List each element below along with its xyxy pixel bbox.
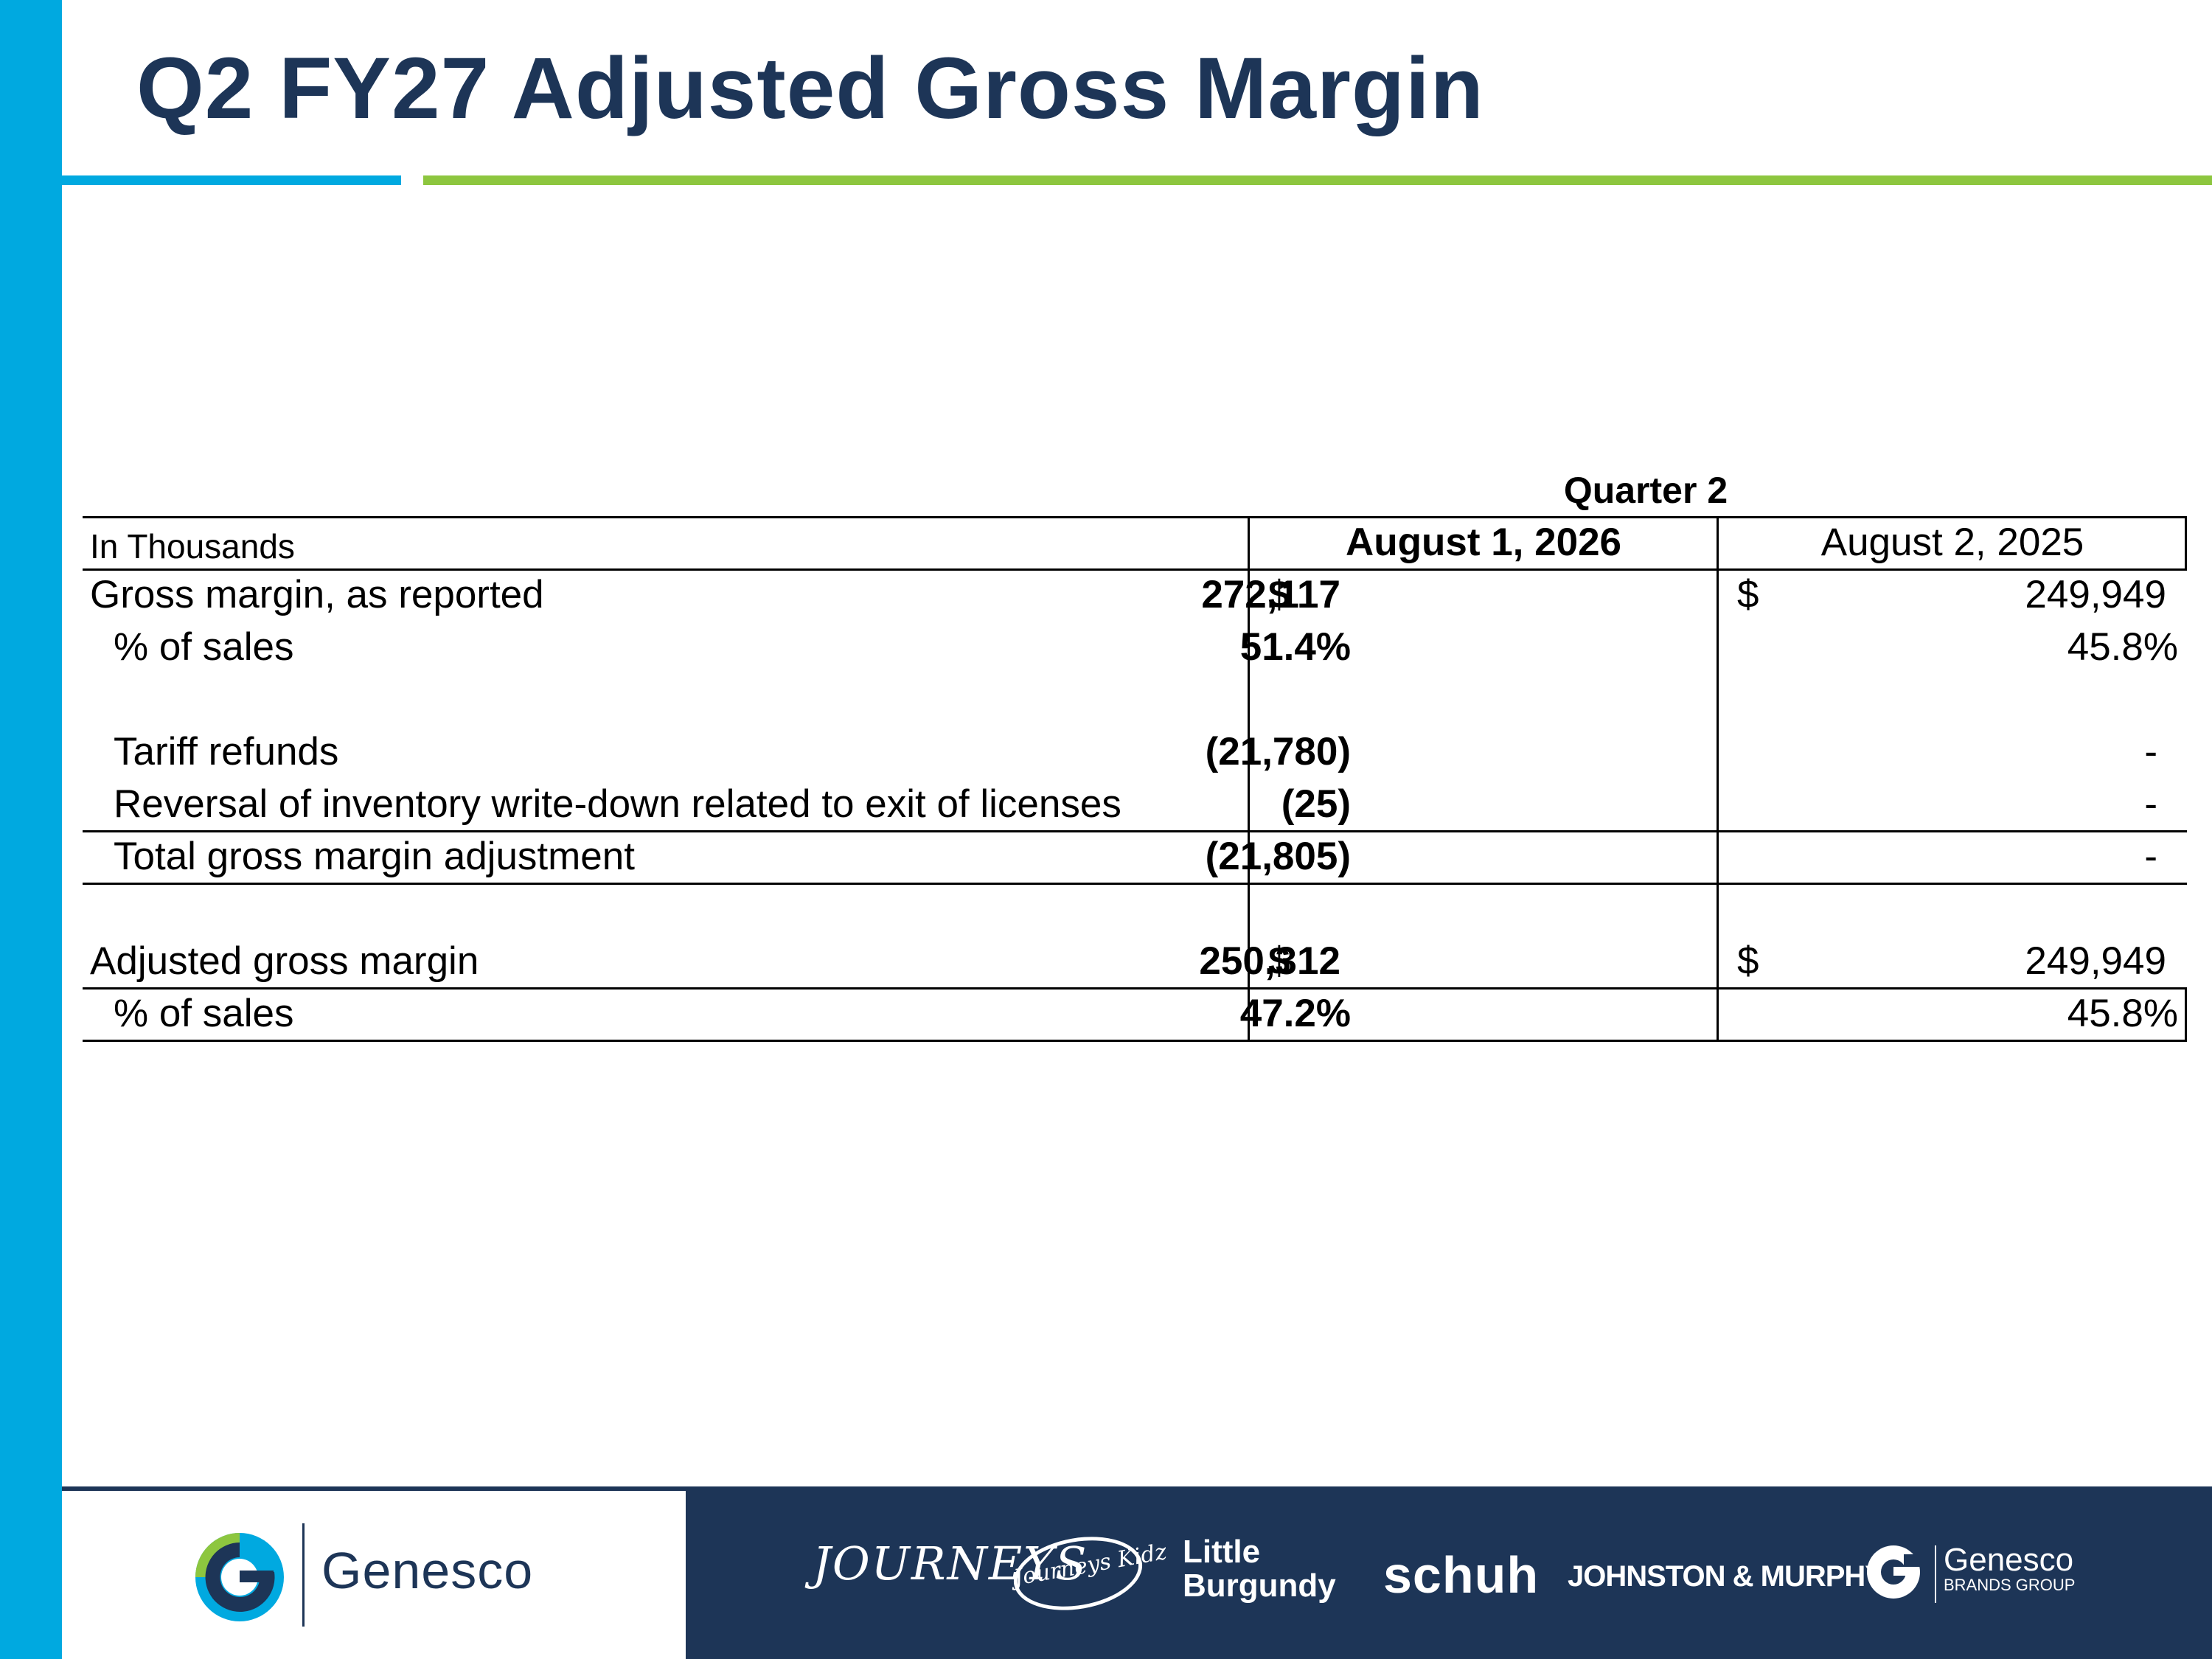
value-current: (25) — [1281, 782, 1351, 826]
currency-symbol: $ — [1268, 573, 1290, 616]
table-rule — [83, 516, 2187, 518]
left-accent-bar — [0, 0, 62, 1659]
column-divider — [2185, 987, 2187, 1042]
table-row: % of sales 51.4% 45.8% — [83, 621, 2187, 673]
title-rule-blue — [62, 175, 401, 185]
brand-journeys-kidz-logo: Journeys Kidz — [1008, 1527, 1169, 1620]
table-rule — [83, 568, 2187, 571]
row-label: Tariff refunds — [114, 730, 339, 773]
brand-genesco-brands-group-logo: Genesco BRANDS GROUP — [1944, 1542, 2076, 1596]
company-name: Genesco — [321, 1542, 534, 1599]
table-row: Total gross margin adjustment (21,805) - — [83, 830, 2187, 883]
gbg-divider — [1935, 1545, 1936, 1603]
value-current: 47.2% — [1239, 992, 1351, 1035]
row-label: Gross margin, as reported — [90, 573, 544, 616]
little-burgundy-line1: Little — [1183, 1534, 1261, 1570]
table-row: Reversal of inventory write-down related… — [83, 778, 2187, 830]
genesco-g-logo-icon — [195, 1533, 284, 1621]
table-rule — [83, 987, 2187, 990]
table-row: Gross margin, as reported $ 272,117 $ 24… — [83, 568, 2187, 621]
page-title: Q2 FY27 Adjusted Gross Margin — [136, 40, 1484, 137]
value-prior: - — [2144, 782, 2157, 826]
column-header-current: August 1, 2026 — [1345, 521, 1622, 564]
spacer-row — [83, 673, 2187, 726]
gbg-name: Genesco — [1944, 1542, 2074, 1578]
currency-symbol: $ — [1268, 939, 1290, 983]
row-label: Adjusted gross margin — [90, 939, 479, 983]
value-prior: 45.8% — [2067, 992, 2178, 1035]
brands-panel — [686, 1486, 2212, 1659]
value-prior: - — [2144, 730, 2157, 773]
table-body: In Thousands August 1, 2026 August 2, 20… — [83, 516, 2187, 1042]
value-prior: 45.8% — [2067, 625, 2178, 669]
spacer-row — [83, 883, 2187, 935]
value-current: (21,805) — [1205, 835, 1351, 878]
table-rule — [83, 830, 2187, 832]
value-current: 51.4% — [1239, 625, 1351, 669]
column-divider — [1717, 516, 1719, 1042]
quarter-header: Quarter 2 — [1563, 470, 1728, 511]
row-label: Reversal of inventory write-down related… — [114, 782, 1121, 826]
value-current: 272,117 — [1201, 573, 1340, 616]
table-rule — [83, 1040, 2187, 1042]
little-burgundy-line2: Burgundy — [1183, 1568, 1336, 1604]
table-row: % of sales 47.2% 45.8% — [83, 987, 2187, 1040]
brand-little-burgundy-logo: Little Burgundy — [1183, 1535, 1336, 1603]
table-row: Adjusted gross margin $ 250,312 $ 249,94… — [83, 935, 2187, 987]
value-prior: 249,949 — [2025, 939, 2166, 983]
column-divider — [1248, 516, 1250, 1042]
brand-schuh-logo: schuh — [1383, 1546, 1540, 1604]
value-current: 250,312 — [1199, 939, 1340, 983]
value-prior: - — [2144, 835, 2157, 878]
brand-johnston-murphy-logo: JOHNSTON & MURPHY. — [1568, 1560, 1889, 1593]
currency-symbol: $ — [1737, 573, 1759, 616]
title-rule-green — [423, 175, 2212, 185]
row-label: Total gross margin adjustment — [114, 835, 635, 878]
table-rule — [83, 883, 2187, 885]
row-label: % of sales — [114, 992, 294, 1035]
row-label: % of sales — [114, 625, 294, 669]
column-header-prior: August 2, 2025 — [1820, 521, 2084, 564]
currency-symbol: $ — [1737, 939, 1759, 983]
value-prior: 249,949 — [2025, 573, 2166, 616]
unit-label: In Thousands — [90, 527, 295, 566]
logo-divider — [302, 1523, 305, 1627]
value-current: (21,780) — [1205, 730, 1351, 773]
table-header-row: In Thousands August 1, 2026 August 2, 20… — [83, 516, 2187, 568]
gbg-sub: BRANDS GROUP — [1944, 1576, 2076, 1594]
genesco-brands-group-g-icon — [1867, 1545, 1921, 1599]
footer-banner: Genesco JOURNEYS Journeys Kidz Little Bu… — [62, 1486, 2212, 1659]
table-row: Tariff refunds (21,780) - — [83, 726, 2187, 778]
brand-journeys-logo: JOURNEYS — [813, 1537, 1088, 1590]
column-divider — [2185, 516, 2187, 568]
